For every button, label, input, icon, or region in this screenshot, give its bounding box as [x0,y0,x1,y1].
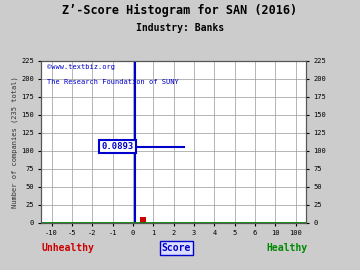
Text: 0.0893: 0.0893 [102,142,134,151]
Text: Z’-Score Histogram for SAN (2016): Z’-Score Histogram for SAN (2016) [62,4,298,17]
Text: Industry: Banks: Industry: Banks [136,23,224,33]
Text: Unhealthy: Unhealthy [41,243,94,253]
Text: Score: Score [162,243,191,253]
Text: Healthy: Healthy [267,243,308,253]
Bar [134,61,135,223]
Bar [140,217,146,223]
Text: ©www.textbiz.org: ©www.textbiz.org [47,64,115,70]
Text: The Research Foundation of SUNY: The Research Foundation of SUNY [47,79,179,85]
Y-axis label: Number of companies (235 total): Number of companies (235 total) [12,76,18,208]
